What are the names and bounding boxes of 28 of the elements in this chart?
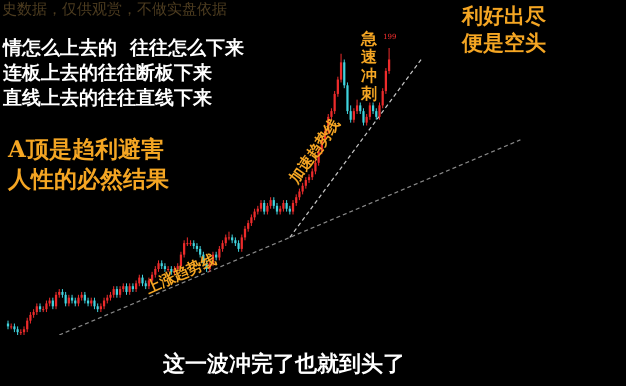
candlestick	[36, 302, 38, 316]
candlestick	[68, 294, 70, 307]
candlestick	[77, 294, 80, 307]
candlestick	[128, 282, 131, 296]
annotation: 人性的必然结果	[8, 166, 169, 193]
annotation: 加速趋势线	[286, 115, 344, 187]
annotation: 情怎么上去的 往往怎么下来	[3, 37, 244, 59]
candlestick	[118, 286, 122, 298]
candlestick	[64, 291, 67, 307]
text: 史数据，仅供观赏，不做实盘依据	[2, 0, 227, 18]
candlestick	[112, 286, 115, 298]
candlestick	[116, 286, 118, 298]
annotation: A顶是趋利避害	[8, 136, 164, 163]
text: 利好出尽	[462, 3, 546, 28]
text: 这一波冲完了也就到头了	[163, 351, 405, 377]
candlestick	[237, 240, 240, 252]
candlestick	[125, 282, 128, 296]
candlestick	[93, 297, 96, 310]
candlestick	[102, 297, 106, 310]
annotation: 上涨趋势线	[142, 250, 219, 297]
annotation: 连板上去的往往断板下来	[3, 62, 212, 84]
annotation: 急速冲刺	[361, 29, 378, 104]
annotation: 直线上去的往往直线下来	[3, 87, 212, 109]
candlestick	[52, 297, 54, 310]
candlestick	[263, 200, 266, 215]
candlestick	[141, 274, 144, 287]
annotation: 便是空头	[462, 30, 546, 55]
candlestick	[84, 291, 86, 304]
